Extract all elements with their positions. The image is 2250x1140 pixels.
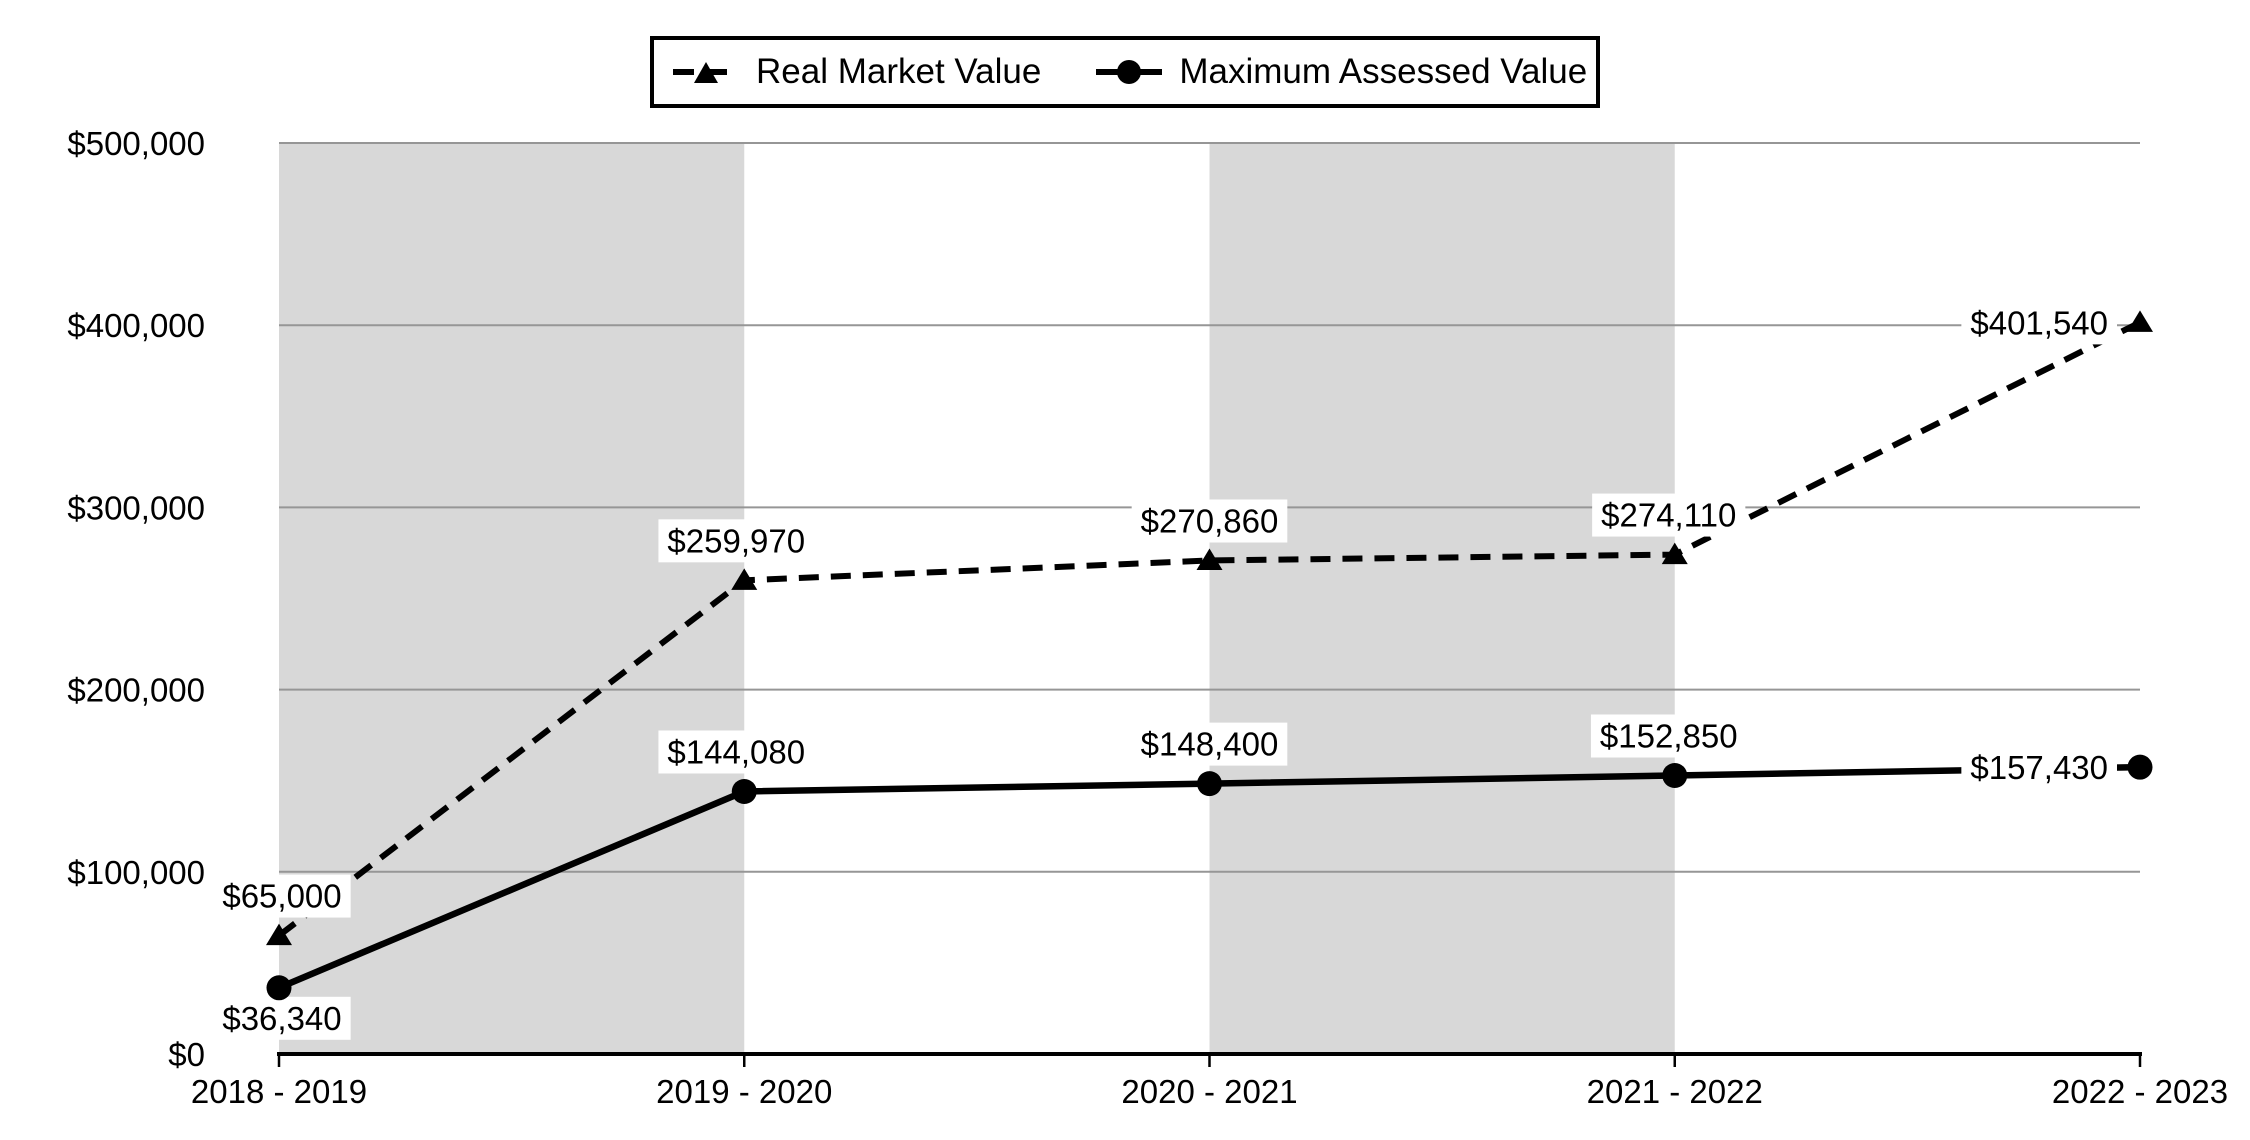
data-label: $36,340 bbox=[222, 1000, 341, 1037]
x-tick-label: 2018 - 2019 bbox=[191, 1073, 367, 1110]
data-label-background bbox=[1131, 499, 1288, 543]
solid-line-circle-marker-icon bbox=[1096, 59, 1163, 84]
circle-marker bbox=[2127, 754, 2153, 780]
circle-marker bbox=[1197, 771, 1222, 797]
y-tick-label: $200,000 bbox=[67, 672, 205, 709]
x-tick-label: 2020 - 2021 bbox=[1121, 1073, 1297, 1110]
data-label-background bbox=[658, 730, 815, 774]
legend-label-maximum-assessed-value: Maximum Assessed Value bbox=[1179, 52, 1588, 91]
legend: Real Market Value Maximum Assessed Value bbox=[650, 36, 1600, 108]
data-label-background bbox=[213, 874, 351, 918]
shaded-band bbox=[1209, 143, 1675, 1054]
data-labels: $65,000 $259,970 $270,860 $274,110 $401,540 $… bbox=[222, 304, 2108, 1036]
data-label: $144,080 bbox=[667, 733, 805, 770]
axes: $0 $100,000 $200,000 $300,000 $400,000 $500,0… bbox=[67, 125, 2228, 1110]
data-label-background bbox=[213, 996, 351, 1040]
x-tick-label: 2022 - 2023 bbox=[2052, 1073, 2228, 1110]
y-tick-label: $300,000 bbox=[67, 489, 205, 526]
data-label-background bbox=[1131, 722, 1288, 766]
data-label: $270,860 bbox=[1141, 502, 1279, 539]
data-label-backgrounds bbox=[213, 301, 2117, 1040]
circle-marker bbox=[1662, 763, 1688, 789]
triangle-marker bbox=[266, 923, 292, 946]
x-tick-label: 2021 - 2022 bbox=[1587, 1073, 1763, 1110]
shaded-bands bbox=[279, 143, 1675, 1054]
legend-label-real-market-value: Real Market Value bbox=[756, 52, 1042, 91]
triangle-marker bbox=[1196, 548, 1223, 570]
data-label: $259,970 bbox=[667, 522, 805, 559]
legend-item-maximum-assessed-value: Maximum Assessed Value bbox=[1096, 52, 1587, 92]
y-tick-label: $500,000 bbox=[67, 125, 205, 162]
data-label: $157,430 bbox=[1970, 749, 2108, 786]
triangle-marker bbox=[1661, 542, 1688, 565]
circle-marker bbox=[266, 975, 292, 1001]
dashed-line-triangle-marker-icon bbox=[673, 61, 739, 83]
data-label: $401,540 bbox=[1970, 304, 2108, 341]
x-tick-label: 2019 - 2020 bbox=[656, 1073, 832, 1110]
series-line-real-market-value bbox=[277, 319, 2142, 938]
triangle-marker bbox=[731, 568, 758, 590]
y-tick-label: $0 bbox=[168, 1036, 205, 1073]
data-label-background bbox=[1961, 301, 2117, 345]
legend-item-real-market-value: Real Market Value bbox=[673, 52, 1041, 92]
data-label-background bbox=[1592, 493, 1746, 537]
data-label: $274,110 bbox=[1601, 497, 1736, 534]
series-markers bbox=[266, 310, 2153, 1001]
triangle-marker bbox=[2127, 310, 2153, 332]
y-tick-label: $400,000 bbox=[67, 307, 205, 344]
data-label: $152,850 bbox=[1600, 718, 1738, 755]
data-label-background bbox=[1961, 746, 2117, 790]
data-label: $65,000 bbox=[222, 878, 341, 915]
data-label-background bbox=[1590, 714, 1747, 758]
y-tick-label: $100,000 bbox=[67, 854, 205, 891]
shaded-band bbox=[279, 143, 745, 1054]
data-label: $148,400 bbox=[1141, 726, 1279, 763]
data-label-background bbox=[658, 519, 815, 563]
circle-marker bbox=[731, 778, 757, 804]
